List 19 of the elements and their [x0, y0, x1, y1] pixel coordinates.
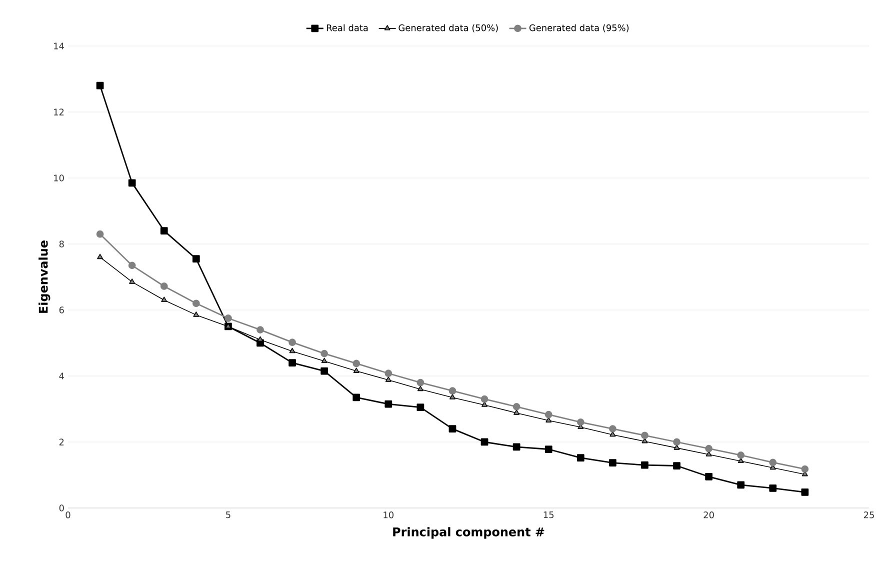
legend-label: Generated data (95%): [529, 24, 629, 32]
y-axis-title: Eigenvalue: [38, 240, 50, 313]
x-axis-title: Principal component #: [393, 527, 544, 539]
y-tick-label: 2: [59, 438, 64, 446]
y-tick-label: 14: [54, 42, 64, 50]
legend-label: Generated data (50%): [398, 24, 498, 32]
y-tick-label: 6: [59, 306, 64, 314]
x-tick-label: 15: [544, 512, 554, 518]
y-tick-label: 8: [59, 240, 64, 248]
x-tick-label: 0: [66, 512, 70, 518]
y-tick-label: 0: [59, 504, 64, 512]
y-tick-label: 12: [54, 108, 64, 116]
y-tick-label: 4: [59, 372, 64, 380]
x-tick-label: 25: [864, 512, 874, 518]
legend-label: Real data: [326, 24, 368, 32]
x-tick-label: 10: [384, 512, 394, 518]
x-tick-label: 5: [226, 512, 230, 518]
y-tick-label: 10: [54, 174, 64, 182]
x-tick-label: 20: [704, 512, 714, 518]
